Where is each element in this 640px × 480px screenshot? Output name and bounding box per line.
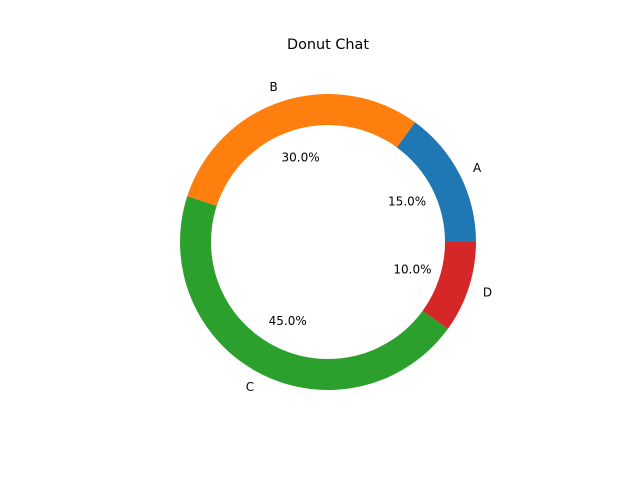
slice-b	[187, 94, 415, 206]
category-label-a: A	[473, 161, 482, 175]
donut-labels: A 15.0% B 30.0% C 45.0% D 10.0%	[246, 80, 492, 394]
category-label-c: C	[246, 380, 254, 394]
category-label-d: D	[483, 285, 492, 299]
slice-c	[180, 196, 448, 390]
donut-slices	[180, 94, 476, 390]
percent-label-a: 15.0%	[388, 195, 426, 209]
percent-label-c: 45.0%	[269, 314, 307, 328]
category-label-b: B	[269, 80, 277, 94]
slice-a	[396, 122, 476, 242]
percent-label-b: 30.0%	[281, 151, 319, 165]
percent-label-d: 10.0%	[393, 262, 431, 276]
slice-d	[422, 242, 476, 329]
chart-title: Donut Chat	[287, 37, 369, 53]
